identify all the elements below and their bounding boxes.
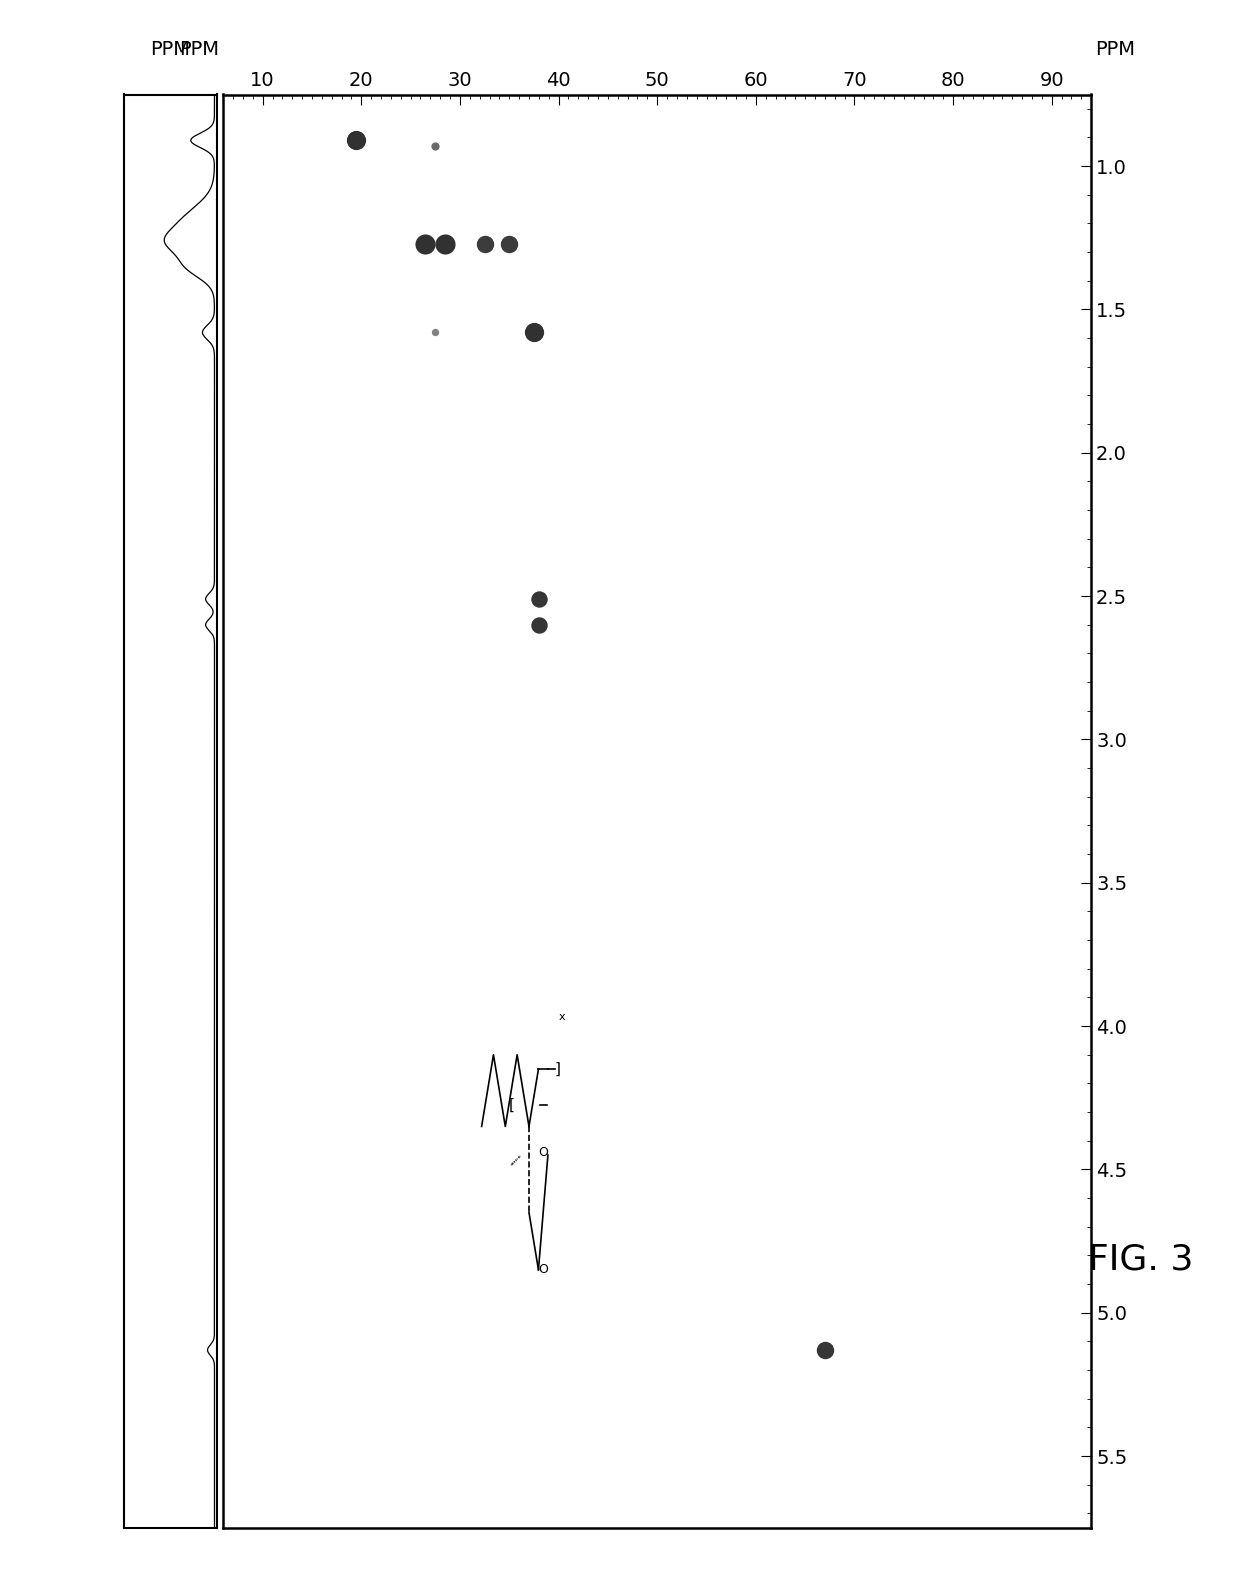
Text: PPM: PPM	[150, 39, 191, 58]
Text: PPM: PPM	[179, 39, 218, 58]
Text: [: [	[508, 1098, 515, 1112]
Point	[815, 1337, 835, 1362]
Point	[415, 232, 435, 257]
Point	[425, 320, 445, 345]
Point	[425, 134, 445, 159]
Text: O: O	[538, 1263, 548, 1276]
Text: """": """"	[510, 1154, 527, 1170]
Point	[525, 320, 544, 345]
Point	[529, 613, 549, 638]
Point	[435, 232, 455, 257]
Text: PPM: PPM	[1095, 39, 1136, 58]
Point	[475, 232, 495, 257]
Point	[500, 232, 520, 257]
Text: x: x	[558, 1011, 565, 1022]
Point	[529, 586, 549, 611]
Text: ]: ]	[556, 1062, 560, 1077]
Text: O: O	[538, 1145, 548, 1159]
Text: FIG. 3: FIG. 3	[1089, 1243, 1193, 1277]
Point	[346, 128, 366, 153]
